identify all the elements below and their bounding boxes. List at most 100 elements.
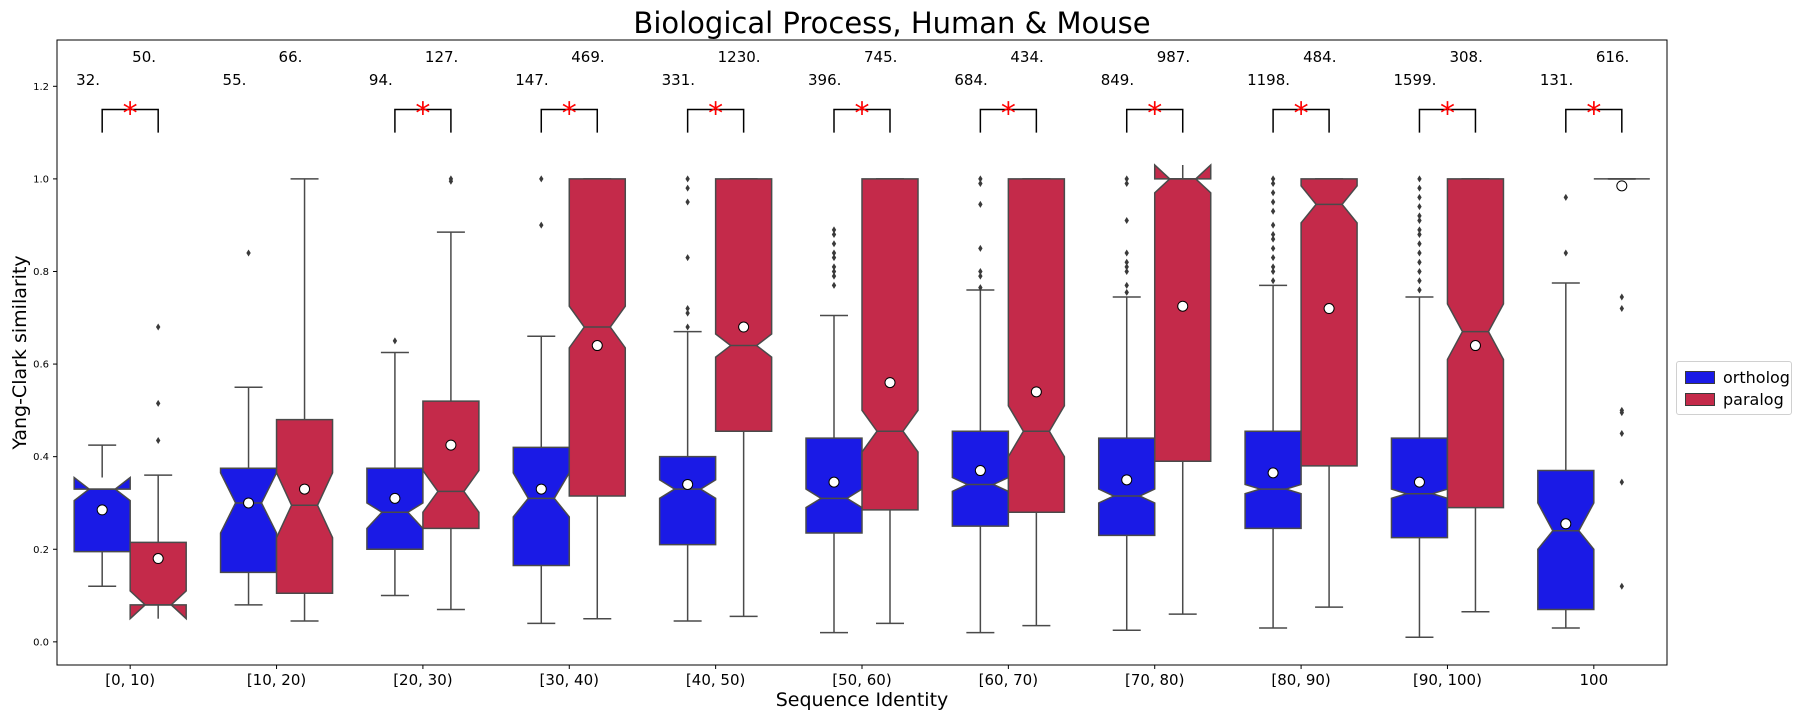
ortholog-box [219,467,278,574]
significance-marker: * [1001,96,1016,131]
ortholog-outlier [978,180,983,188]
paralog-mean-marker [738,321,750,333]
significance-marker: * [562,96,577,131]
ortholog-outlier [685,198,690,206]
paralog-mean-marker [1469,340,1481,352]
ortholog-outlier [1124,249,1129,257]
ortholog-outlier [831,226,837,234]
x-tick-label: [70, 80) [1125,671,1184,689]
ortholog-outlier [1270,263,1276,271]
paralog-outlier [155,436,161,444]
ortholog-outlier [1417,277,1422,285]
x-tick-label: [80, 90) [1271,671,1330,689]
significance-marker: * [708,96,723,131]
x-tick-label: [0, 10) [105,671,155,689]
ortholog-mean-marker [535,483,547,495]
paralog-outlier [1619,293,1625,301]
paralog-box [1153,163,1212,463]
significance-marker: * [415,96,430,131]
ortholog-outlier [978,200,983,208]
x-tick-label: [90, 100) [1413,671,1482,689]
paralog-count-label: 987. [1157,48,1190,66]
ortholog-outlier [1417,203,1422,211]
ortholog-outlier [1417,212,1422,220]
ortholog-outlier [831,254,837,262]
significance-marker: * [1440,96,1455,131]
y-tick-label: 0.0 [33,637,49,648]
ortholog-outlier [685,254,690,262]
ortholog-count-label: 147. [515,71,548,89]
ortholog-mean-marker [1560,518,1572,530]
legend: ortholog paralog [1676,361,1792,415]
ortholog-outlier [1417,217,1422,225]
x-tick-label: [60, 70) [979,671,1038,689]
paralog-box [568,178,627,497]
paralog-box [1007,178,1066,513]
ortholog-box [1537,469,1595,611]
ortholog-outlier [1270,198,1276,206]
paralog-box [275,418,334,594]
ortholog-mean-marker [828,476,840,488]
chart-title: Biological Process, Human & Mouse [633,6,1150,40]
paralog-mean-marker [152,553,164,565]
ortholog-mean-marker [389,492,401,504]
paralog-count-label: 308. [1449,48,1482,66]
ortholog-outlier [1124,258,1129,266]
ortholog-outlier [392,337,398,345]
y-tick-label: 0.8 [33,267,49,278]
paralog-box [861,178,919,511]
ortholog-outlier [831,249,837,257]
ortholog-count-label: 1599. [1393,71,1436,89]
ortholog-outlier [1270,235,1276,243]
x-tick-label: [50, 60) [832,671,891,689]
paralog-count-label: 745. [864,48,897,66]
ortholog-count-label: 849. [1101,71,1134,89]
ortholog-outlier [685,309,690,317]
paralog-outlier [1619,430,1625,438]
ortholog-outlier [1417,258,1422,266]
paralog-box [714,178,773,432]
legend-label-paralog: paralog [1723,389,1784,409]
y-tick-label: 1.2 [33,82,49,93]
ortholog-mean-marker [974,465,986,477]
ortholog-outlier [1124,217,1129,225]
ortholog-outlier [1124,180,1129,188]
y-tick-label: 1.0 [33,174,49,185]
paralog-mean-marker [1323,303,1335,315]
ortholog-count-label: 131. [1540,71,1573,89]
legend-swatch-ortholog [1685,370,1715,384]
ortholog-outlier [1417,226,1422,234]
legend-item-ortholog: ortholog [1685,367,1790,387]
ortholog-outlier [685,323,690,331]
ortholog-box [512,446,571,567]
ortholog-outlier [831,281,837,289]
ortholog-outlier [1270,175,1276,183]
ortholog-outlier [1417,193,1422,201]
ortholog-outlier [978,244,983,252]
ortholog-outlier [1417,267,1422,275]
ortholog-outlier [685,175,690,183]
ortholog-count-label: 94. [369,71,393,89]
paralog-mean-marker [1616,180,1628,192]
ortholog-outlier [1270,254,1276,262]
significance-marker: * [855,96,870,131]
significance-bracket [833,108,891,133]
significance-marker: * [1147,96,1162,131]
legend-label-ortholog: ortholog [1723,367,1790,387]
ortholog-outlier [1124,288,1129,296]
paralog-count-label: 127. [425,48,458,66]
paralog-outlier [1619,305,1625,313]
ortholog-count-label: 1198. [1247,71,1290,89]
ortholog-outlier [1270,244,1276,252]
paralog-box [422,400,480,530]
x-tick-label: [40, 50) [686,671,745,689]
ortholog-outlier [685,184,690,192]
ortholog-outlier [1417,286,1422,294]
legend-item-paralog: paralog [1685,389,1784,409]
paralog-mean-marker [299,483,311,495]
ortholog-outlier [1270,189,1276,197]
y-tick-label: 0.2 [33,545,49,556]
ortholog-outlier [246,249,251,257]
paralog-count-label: 434. [1010,48,1043,66]
